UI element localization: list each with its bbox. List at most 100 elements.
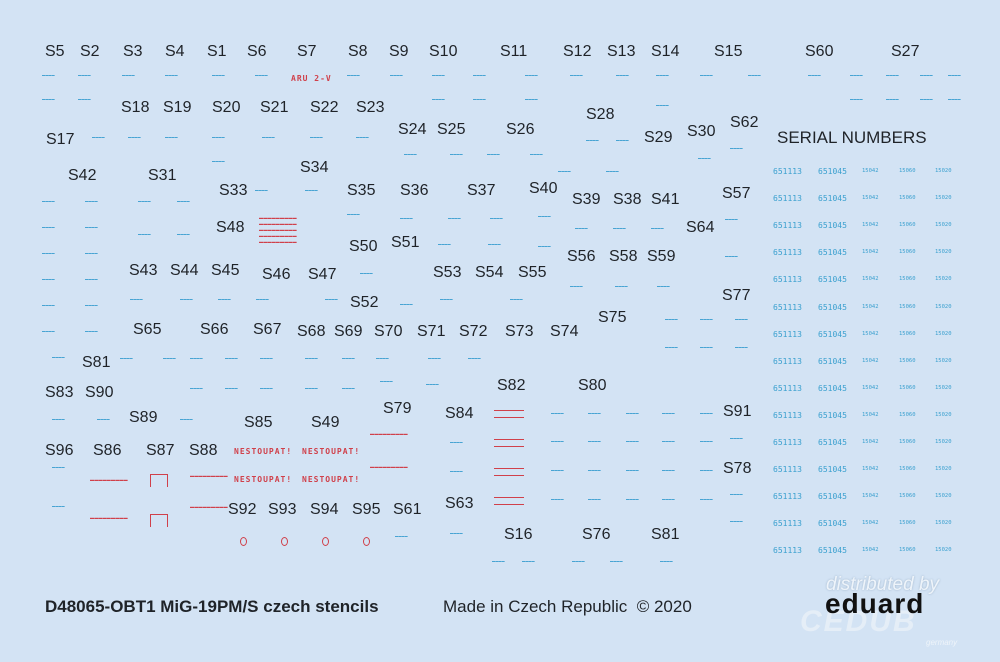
stencil-marking: ▬▬▬▬ [163,356,176,360]
stencil-number-label: S58 [609,248,638,265]
copyright-text: © 2020 [636,597,692,616]
stencil-marking: ▬▬▬▬ [551,439,564,443]
serial-number: 651113 [773,194,802,204]
stencil-marking: ▬▬▬▬ [138,232,151,236]
stencil-marking: ▬▬▬▬ [450,440,463,444]
stencil-marking: ▬▬▬▬ [130,297,143,301]
serial-number: 15060 [899,384,916,391]
stencil-number-label: S49 [311,414,340,431]
serial-number: 651045 [818,546,847,556]
stencil-marking: ▬▬▬▬ [120,356,133,360]
stencil-number-label: S29 [644,129,673,146]
serial-number: 15020 [935,276,952,283]
red-underlined-stencil [494,410,524,418]
stencil-marking: ▬▬▬▬ [190,356,203,360]
serial-number: 15042 [862,384,879,391]
serial-number: 651045 [818,302,847,312]
stencil-marking: ▬▬▬▬ [212,159,225,163]
serial-number: 15060 [899,357,916,364]
stencil-marking: ▬▬▬▬ [85,199,98,203]
stencil-marking: ▬▬▬▬ [588,497,601,501]
stencil-marking: ▬▬▬▬ [538,214,551,218]
stencil-number-label: S20 [212,99,241,116]
serial-number: 15060 [899,493,916,500]
serial-number: 15060 [899,222,916,229]
serial-number: 15020 [935,195,952,202]
serial-number: 15020 [935,411,952,418]
serial-number: 651045 [818,248,847,258]
red-warning-text: ▬▬▬▬▬▬▬▬▬ [190,504,228,509]
stencil-marking: ▬▬▬▬ [468,356,481,360]
stencil-number-label: S36 [400,182,429,199]
stencil-marking: ▬▬▬▬ [177,232,190,236]
stencil-marking: ▬▬▬▬ [735,317,748,321]
distributor-watermark: CEDUB distributed by eduard germany [800,574,980,654]
serial-number: 651045 [818,492,847,502]
stencil-marking: ▬▬▬▬ [538,244,551,248]
stencil-number-label: S89 [129,409,158,426]
stencil-marking: ▬▬▬▬ [662,468,675,472]
stencil-marking: ▬▬▬▬ [586,138,599,142]
stencil-marking: ▬▬▬▬ [85,251,98,255]
stencil-number-label: S27 [891,43,920,60]
stencil-marking: ▬▬▬▬ [626,468,639,472]
stencil-number-label: S48 [216,219,245,236]
stencil-number-label: S76 [582,526,611,543]
serial-number: 15060 [899,168,916,174]
stencil-marking: ▬▬▬▬ [662,411,675,415]
country-text: germany [926,638,958,647]
stencil-number-label: S1 [207,43,227,60]
stencil-marking: ▬▬▬▬ [530,152,543,156]
serial-number: 15020 [935,330,952,337]
stencil-marking: ▬▬▬▬ [212,73,225,77]
stencil-number-label: S10 [429,43,458,60]
stencil-marking: ▬▬▬▬ [626,439,639,443]
serial-number: 651113 [773,167,802,176]
serial-number: 15042 [862,520,879,527]
stencil-number-label: S54 [475,264,504,281]
stencil-number-label: S43 [129,262,158,279]
stencil-marking: ▬▬▬▬ [610,559,623,563]
serial-number: 651113 [773,275,802,285]
stencil-marking: ▬▬▬▬ [616,73,629,77]
stencil-marking: ▬▬▬▬ [218,297,231,301]
stencil-number-label: S28 [586,106,615,123]
stencil-number-label: S18 [121,99,150,116]
stencil-marking: ▬▬▬▬ [615,284,628,288]
stencil-number-label: S81 [651,526,680,543]
stencil-number-label: S94 [310,501,339,518]
serial-number: 15060 [899,276,916,283]
stencil-marking: ▬▬▬▬ [725,217,738,221]
stencil-number-label: S31 [148,167,177,184]
stencil-marking: ▬▬▬▬ [52,355,65,359]
stencil-number-label: S22 [310,99,339,116]
stencil-number-label: S85 [244,414,273,431]
stencil-marking: ▬▬▬▬ [310,135,323,139]
stencil-marking: ▬▬▬▬ [660,559,673,563]
stencil-number-label: S75 [598,309,627,326]
serial-number: 15020 [935,222,952,229]
stencil-marking: ▬▬▬▬ [588,468,601,472]
stencil-marking: ▬▬▬▬ [700,497,713,501]
stencil-marking: ▬▬▬▬ [85,277,98,281]
stencil-marking: ▬▬▬▬ [256,297,269,301]
serial-number: 15042 [862,493,879,500]
stencil-number-label: S55 [518,264,547,281]
serial-number: 15020 [935,466,952,473]
serial-number: 651045 [818,221,847,231]
stencil-number-label: S39 [572,191,601,208]
stencil-number-label: S62 [730,114,759,131]
stencil-marking: ▬▬▬▬ [850,97,863,101]
stencil-marking: ▬▬▬▬ [492,559,505,563]
stencil-marking: ▬▬▬▬ [97,417,110,421]
stencil-marking: ▬▬▬▬ [305,386,318,390]
stencil-marking: ▬▬▬▬ [428,356,441,360]
stencil-marking: ▬▬▬▬ [42,73,55,77]
stencil-marking: ▬▬▬▬ [360,271,373,275]
stencil-marking: ▬▬▬▬ [42,277,55,281]
stencil-number-label: S52 [350,294,379,311]
distributed-by-text: distributed by [826,574,940,595]
stencil-number-label: S51 [391,234,420,251]
stencil-marking: ▬▬▬▬ [551,411,564,415]
stencil-number-label: S53 [433,264,462,281]
